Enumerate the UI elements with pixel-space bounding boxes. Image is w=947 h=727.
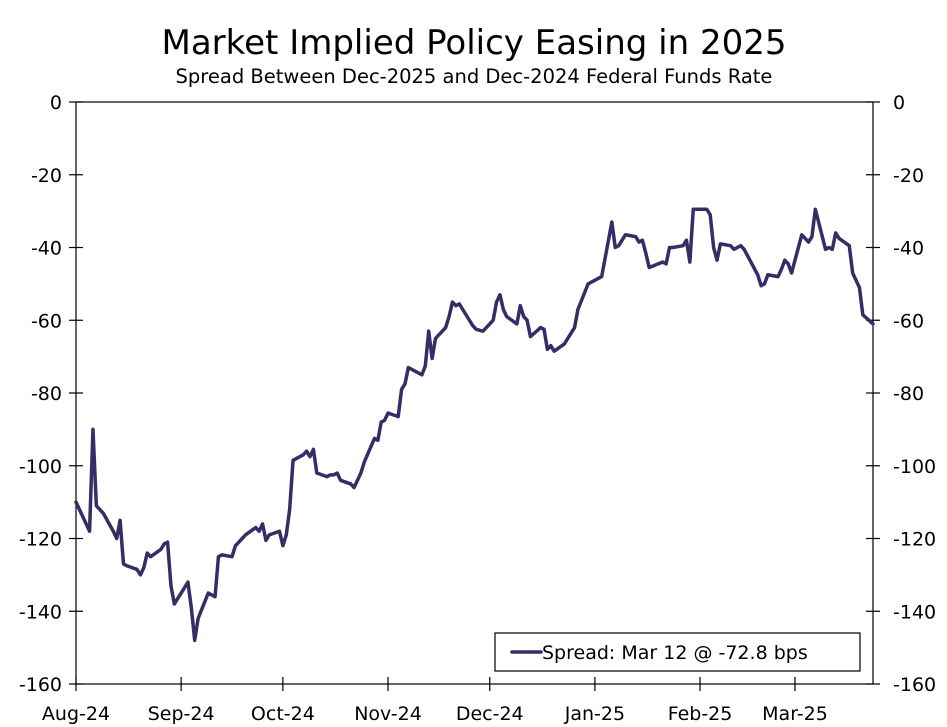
y-tick-label-right: -140 [893, 601, 936, 623]
y-tick-label-left: -100 [19, 456, 62, 478]
x-tick-label: Jan-25 [564, 703, 625, 725]
plot-area-border [75, 101, 874, 685]
y-tick-label-right: -120 [893, 529, 936, 551]
y-tick-label-left: -60 [31, 310, 62, 332]
y-tick-label-right: -60 [893, 310, 924, 332]
legend: Spread: Mar 12 @ -72.8 bps [494, 632, 861, 672]
y-tick-label-left: -80 [31, 383, 62, 405]
x-tick-label: Sep-24 [148, 703, 215, 725]
y-tick-label-left: -140 [19, 601, 62, 623]
x-tick-label: Aug-24 [42, 703, 110, 725]
chart-title: Market Implied Policy Easing in 2025 [162, 23, 787, 63]
y-tick-label-right: -40 [893, 238, 924, 260]
y-tick-label-right: 0 [893, 92, 905, 114]
x-tick-label: Mar-25 [762, 703, 828, 725]
y-tick-label-left: -160 [19, 674, 62, 696]
y-tick-label-left: -20 [31, 165, 62, 187]
x-tick-label: Nov-24 [354, 703, 422, 725]
legend-label: Spread: Mar 12 @ -72.8 bps [542, 642, 808, 664]
x-tick-label: Dec-24 [456, 703, 524, 725]
chart-subtitle: Spread Between Dec-2025 and Dec-2024 Fed… [176, 65, 773, 88]
x-tick-label: Oct-24 [251, 703, 315, 725]
y-tick-label-left: 0 [50, 92, 62, 114]
y-axis-left: 0 -20 -40 -60 -80 -100 -120 -140 -160 [19, 92, 83, 696]
y-axis-right: 0 -20 -40 -60 -80 -100 -120 -140 -160 [866, 92, 936, 696]
y-tick-label-left: -40 [31, 238, 62, 260]
series-layer [74, 207, 875, 643]
y-tick-label-right: -100 [893, 456, 936, 478]
x-axis: Aug-24 Sep-24 Oct-24 Nov-24 Dec-24 Jan-25 Feb-… [42, 677, 828, 725]
y-tick-label-right: -160 [893, 674, 936, 696]
y-tick-label-left: -120 [19, 529, 62, 551]
x-tick-label: Feb-25 [668, 703, 733, 725]
series-line-spread [74, 207, 875, 643]
plot-frame [75, 101, 874, 685]
y-tick-label-right: -80 [893, 383, 924, 405]
y-tick-label-right: -20 [893, 165, 924, 187]
legend-box [494, 632, 861, 672]
